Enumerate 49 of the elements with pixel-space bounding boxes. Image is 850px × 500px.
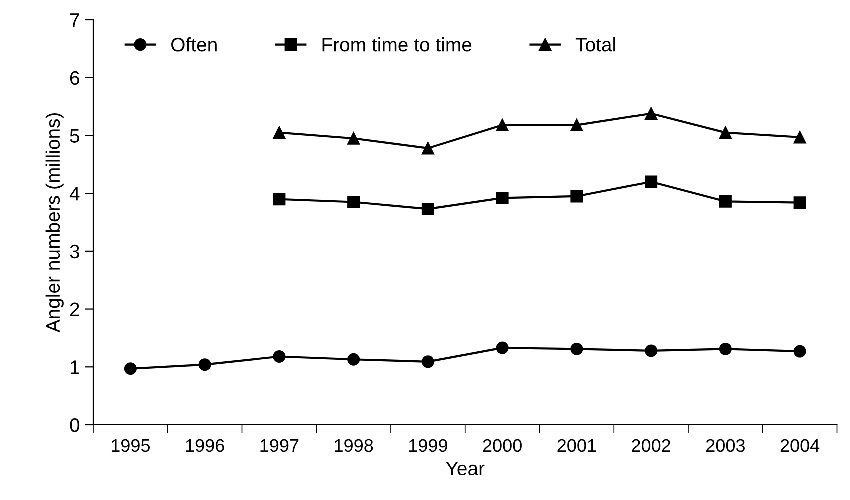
point (645, 107, 658, 120)
point (570, 190, 584, 203)
y-tick-label: 0 (70, 418, 80, 432)
point (570, 119, 584, 132)
point (124, 362, 137, 376)
point (794, 131, 806, 144)
y-tick-label: 5 (70, 129, 80, 143)
legend-label: Total (576, 38, 616, 52)
point (422, 142, 434, 155)
point (273, 350, 286, 363)
point (273, 193, 286, 206)
point (198, 358, 212, 372)
point (348, 196, 360, 208)
x-tick-label: 2002 (632, 439, 670, 452)
point (570, 342, 584, 356)
x-tick-label: 1997 (260, 439, 299, 452)
x-tick-label: 2004 (780, 439, 820, 452)
point (273, 126, 286, 140)
point (645, 344, 658, 358)
y-tick-label: 2 (70, 302, 80, 316)
y-tick-label: 3 (70, 244, 80, 259)
x-axis-title: Year (446, 462, 485, 476)
point (348, 353, 360, 366)
point (794, 196, 806, 210)
x-tick-label: 1998 (335, 439, 374, 452)
y-tick-label: 6 (70, 71, 80, 86)
point (496, 192, 509, 204)
x-tick-label: 2000 (483, 439, 522, 452)
x-tick-label: 1996 (186, 439, 224, 452)
point (422, 356, 434, 368)
point (348, 132, 360, 145)
x-tick-label: 2001 (558, 439, 596, 452)
point (719, 342, 732, 356)
point (496, 119, 509, 132)
y-axis-title: Angler numbers (millions) (46, 113, 64, 333)
legend-label: Often (172, 38, 217, 52)
point (496, 342, 509, 354)
legend-label: From time to time (322, 38, 472, 52)
point (645, 176, 658, 188)
y-tick-label: 4 (70, 187, 80, 201)
x-tick-label: 1995 (112, 439, 150, 452)
x-tick-label: 1999 (409, 439, 448, 452)
y-tick-label: 7 (70, 14, 80, 28)
y-tick-label: 1 (70, 360, 80, 374)
x-tick-label: 2003 (706, 439, 745, 452)
point (719, 126, 732, 140)
point (719, 195, 732, 208)
point (794, 345, 806, 358)
point (422, 202, 434, 216)
